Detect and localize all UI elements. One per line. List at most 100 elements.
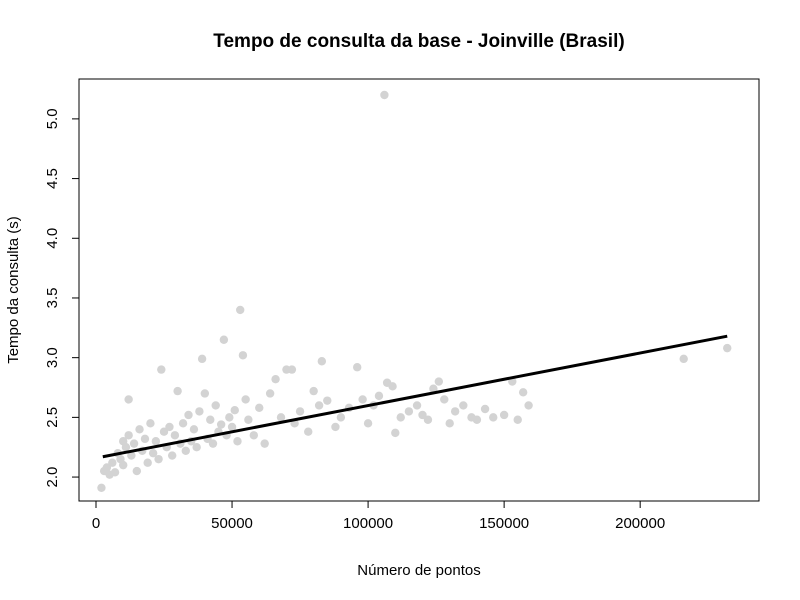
y-axis-label: Tempo da consulta (s) — [5, 216, 22, 364]
data-point — [271, 374, 280, 384]
data-point — [309, 386, 318, 396]
data-point — [230, 406, 239, 415]
data-point — [236, 305, 245, 315]
data-point — [159, 427, 169, 436]
x-axis-label: Número de pontos — [357, 562, 480, 579]
data-point — [518, 388, 528, 397]
x-tick-label: 0 — [92, 515, 100, 532]
data-point — [304, 427, 313, 436]
data-point — [336, 413, 346, 422]
data-point — [154, 454, 163, 464]
data-point — [108, 458, 117, 467]
data-point — [238, 351, 248, 360]
data-point — [244, 415, 253, 424]
y-tick-label: 5.0 — [44, 108, 61, 129]
data-point — [404, 407, 414, 416]
data-point — [241, 395, 250, 404]
data-point — [227, 422, 237, 432]
data-point — [195, 407, 204, 416]
data-point — [440, 395, 449, 404]
data-point — [129, 439, 139, 448]
data-point — [181, 446, 190, 455]
data-point — [189, 425, 199, 434]
data-point — [374, 391, 384, 401]
data-point — [249, 431, 259, 440]
y-tick-label: 2.0 — [44, 467, 61, 488]
y-tick-label: 3.5 — [44, 288, 61, 309]
x-tick-label: 150000 — [479, 515, 529, 532]
x-tick-label: 200000 — [615, 515, 665, 532]
data-point — [363, 419, 373, 428]
regression-line — [102, 334, 728, 459]
data-point — [358, 395, 367, 404]
y-tick-label: 2.5 — [44, 407, 61, 428]
data-point — [200, 389, 210, 398]
y-tick-label: 4.0 — [44, 228, 61, 249]
data-point — [140, 434, 150, 444]
data-point — [211, 401, 220, 410]
data-point — [388, 382, 397, 391]
y-tick-label: 3.0 — [44, 347, 61, 368]
data-point — [489, 413, 498, 422]
data-point — [143, 458, 152, 467]
data-point — [295, 407, 305, 416]
data-point — [480, 404, 490, 414]
data-point — [459, 401, 468, 410]
data-point — [124, 395, 133, 404]
data-point — [445, 419, 454, 428]
data-point — [723, 343, 732, 353]
data-point — [255, 403, 264, 413]
data-point — [178, 419, 188, 428]
data-point — [167, 451, 177, 460]
data-point — [412, 401, 422, 410]
data-point — [233, 437, 242, 446]
plot-frame — [78, 78, 760, 502]
regression-line-layer — [102, 334, 728, 459]
data-point — [499, 410, 509, 420]
data-point — [396, 413, 405, 422]
data-point — [135, 425, 144, 434]
data-point — [434, 377, 444, 386]
data-point — [121, 443, 131, 452]
data-point — [148, 448, 158, 458]
data-point — [157, 365, 166, 374]
data-point — [208, 439, 218, 448]
data-point — [524, 401, 533, 410]
data-point — [151, 437, 161, 446]
data-point — [225, 413, 234, 422]
data-point — [265, 389, 275, 398]
data-point — [216, 420, 226, 429]
data-point — [679, 354, 688, 364]
data-point — [418, 410, 427, 420]
data-point — [173, 386, 182, 396]
data-point — [110, 468, 120, 477]
data-points — [97, 90, 732, 493]
data-point — [513, 415, 522, 424]
data-point — [219, 335, 229, 344]
data-point — [380, 90, 389, 100]
data-point — [423, 415, 433, 424]
data-point — [353, 363, 362, 372]
data-point — [102, 463, 112, 472]
data-point — [287, 365, 297, 374]
data-point — [276, 413, 286, 422]
data-point — [165, 422, 174, 432]
data-point — [97, 483, 106, 493]
data-point — [260, 439, 269, 448]
chart-title: Tempo de consulta da base - Joinville (B… — [213, 31, 624, 52]
data-point — [132, 466, 142, 476]
data-point — [323, 396, 332, 405]
data-point — [429, 384, 438, 393]
data-point — [317, 357, 327, 366]
data-point — [184, 410, 193, 420]
data-point — [127, 451, 136, 460]
data-point — [119, 460, 128, 470]
data-point — [450, 407, 460, 416]
data-point — [197, 354, 207, 364]
x-tick-label: 50000 — [211, 515, 253, 532]
data-point — [314, 401, 324, 410]
data-point — [192, 443, 201, 452]
data-point — [206, 415, 215, 424]
data-point — [146, 419, 155, 428]
